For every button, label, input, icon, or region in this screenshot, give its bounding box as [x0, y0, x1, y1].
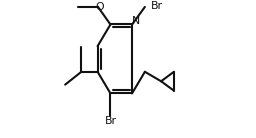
Text: N: N	[132, 16, 140, 26]
Text: Br: Br	[104, 116, 116, 126]
Text: O: O	[95, 2, 104, 12]
Text: Br: Br	[150, 1, 162, 11]
